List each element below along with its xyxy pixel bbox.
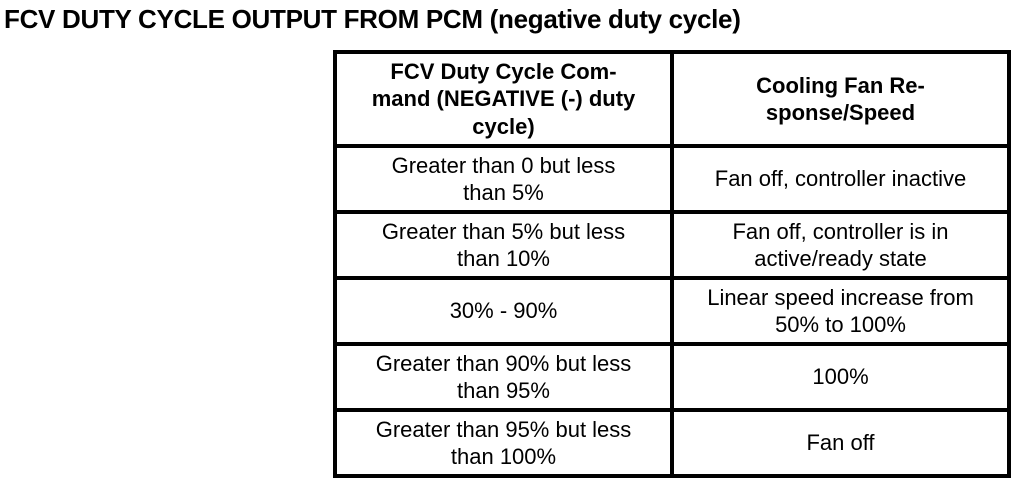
duty-cycle-command-cell: Greater than 5% but less than 10% bbox=[333, 210, 674, 280]
table-row: 30% - 90% Linear speed increase from 50%… bbox=[333, 276, 1011, 346]
fan-response-cell: Fan off, controller inactive bbox=[670, 144, 1011, 214]
fan-response-cell: Linear speed increase from 50% to 100% bbox=[670, 276, 1011, 346]
duty-cycle-command-cell: 30% - 90% bbox=[333, 276, 674, 346]
fan-response-cell: Fan off, controller is in active/ready s… bbox=[670, 210, 1011, 280]
fan-response-cell: Fan off bbox=[670, 408, 1011, 478]
table-row: Greater than 95% but less than 100% Fan … bbox=[333, 408, 1011, 478]
header-cell-duty-cycle-command: FCV Duty Cycle Com- mand (NEGATIVE (-) d… bbox=[333, 50, 674, 148]
fan-response-cell: 100% bbox=[670, 342, 1011, 412]
table-row: Greater than 5% but less than 10% Fan of… bbox=[333, 210, 1011, 280]
duty-cycle-command-cell: Greater than 95% but less than 100% bbox=[333, 408, 674, 478]
header-cell-cooling-fan-response: Cooling Fan Re- sponse/Speed bbox=[670, 50, 1011, 148]
duty-cycle-command-cell: Greater than 90% but less than 95% bbox=[333, 342, 674, 412]
table-row: Greater than 90% but less than 95% 100% bbox=[333, 342, 1011, 412]
table-row: Greater than 0 but less than 5% Fan off,… bbox=[333, 144, 1011, 214]
fcv-duty-cycle-table: FCV Duty Cycle Com- mand (NEGATIVE (-) d… bbox=[333, 50, 1011, 478]
page-title: FCV DUTY CYCLE OUTPUT FROM PCM (negative… bbox=[4, 4, 741, 34]
table-header-row: FCV Duty Cycle Com- mand (NEGATIVE (-) d… bbox=[333, 50, 1011, 148]
duty-cycle-command-cell: Greater than 0 but less than 5% bbox=[333, 144, 674, 214]
